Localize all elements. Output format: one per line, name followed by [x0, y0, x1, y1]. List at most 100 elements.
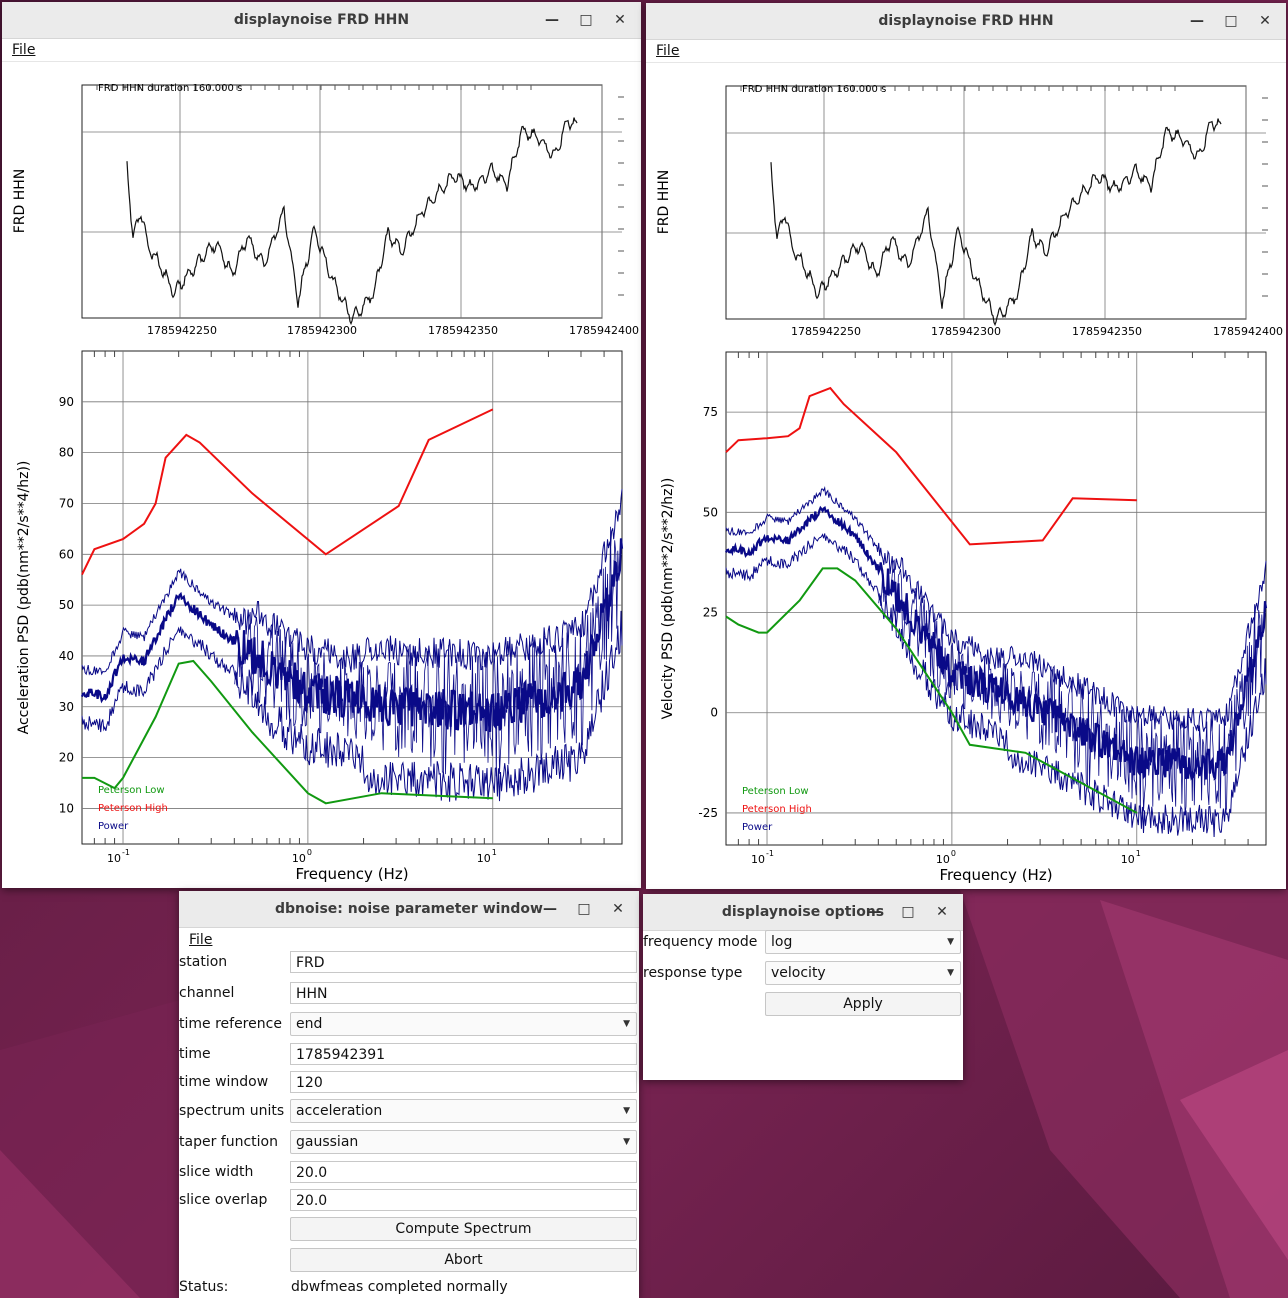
window-titlebar[interactable]: displaynoise options — □ ✕	[643, 894, 963, 931]
legend-entry: Peterson Low	[98, 785, 165, 796]
power-lower-line	[81, 610, 623, 802]
seismic-trace-line	[770, 118, 1222, 327]
slice-overlap-label: slice overlap	[179, 1192, 268, 1208]
psd-xtick-label-exponent: 0	[307, 848, 312, 857]
trace-header: FRD HHN duration 160.000 s	[98, 83, 242, 94]
dropdown-arrow-icon: ▼	[623, 1019, 630, 1029]
psd-xtick-label-base: 10	[936, 853, 950, 866]
station-label: station	[179, 954, 228, 970]
channel-label: channel	[179, 985, 235, 1001]
power-lower-line	[725, 533, 1267, 838]
psd-ylabel: Velocity PSD (pdb(nm**2/s**2/hz))	[660, 478, 676, 720]
window-titlebar[interactable]: displaynoise FRD HHN — □ ✕	[2, 2, 641, 39]
taper-function-select[interactable]: gaussian ▼	[290, 1130, 637, 1154]
window-title: displaynoise FRD HHN	[878, 13, 1054, 29]
minimize-icon[interactable]: —	[545, 12, 559, 28]
window-titlebar[interactable]: displaynoise FRD HHN — □ ✕	[646, 3, 1286, 40]
station-field[interactable]: FRD	[290, 951, 637, 973]
noise-plots-left: 1785942250 1785942300 1785942350 1785942400…	[12, 83, 639, 883]
channel-field[interactable]: HHN	[290, 982, 637, 1004]
displaynoise-options-window: displaynoise options — □ ✕ frequency mod…	[643, 894, 963, 1080]
time-label: time	[179, 1046, 211, 1062]
close-icon[interactable]: ✕	[612, 901, 624, 917]
time-reference-select[interactable]: end ▼	[290, 1012, 637, 1036]
close-icon[interactable]: ✕	[614, 12, 626, 28]
legend-entry: Peterson Low	[742, 786, 809, 797]
compute-spectrum-button[interactable]: Compute Spectrum	[290, 1217, 637, 1241]
window-title: displaynoise FRD HHN	[233, 12, 410, 28]
trace-xtick-label: 1785942350	[1072, 325, 1142, 338]
psd-xtick-label-exponent: -1	[766, 849, 774, 858]
legend-entry: Power	[98, 821, 129, 832]
maximize-icon[interactable]: □	[901, 904, 915, 920]
close-icon[interactable]: ✕	[1259, 13, 1271, 29]
taper-function-value: gaussian	[296, 1134, 359, 1150]
close-icon[interactable]: ✕	[936, 904, 948, 920]
minimize-icon[interactable]: —	[1190, 13, 1204, 29]
spectrum-units-select[interactable]: acceleration ▼	[290, 1099, 637, 1123]
psd-xtick-label-exponent: 1	[1136, 849, 1141, 858]
trace-header: FRD HHN duration 160.000 s	[742, 84, 886, 95]
psd-ytick-label: 30	[59, 700, 74, 714]
menubar: File	[646, 40, 1286, 63]
peterson-high-line	[81, 408, 494, 576]
psd-ylabel: Acceleration PSD (pdb(nm**2/s**4/hz))	[16, 461, 32, 735]
slice-overlap-field[interactable]: 20.0	[290, 1189, 637, 1211]
trace-xtick-label: 1785942400	[1213, 325, 1283, 338]
trace-xtick-label: 1785942250	[791, 325, 861, 338]
menubar: File	[179, 928, 639, 952]
psd-ytick-label: 10	[59, 801, 74, 815]
noise-plots-right: 1785942250 1785942300 1785942350 1785942400…	[656, 84, 1283, 884]
apply-button[interactable]: Apply	[765, 992, 961, 1016]
psd-xtick-label-base: 10	[477, 852, 491, 865]
trace-frame	[725, 85, 1247, 320]
taper-function-label: taper function	[179, 1134, 278, 1150]
plot-area: 1785942250 1785942300 1785942350 1785942400…	[2, 61, 641, 888]
psd-frame	[81, 350, 623, 845]
abort-button[interactable]: Abort	[290, 1248, 637, 1272]
maximize-icon[interactable]: □	[577, 901, 591, 917]
displaynoise-window-acceleration: displaynoise FRD HHN — □ ✕ File 17859422…	[2, 2, 641, 888]
time-window-field[interactable]: 120	[290, 1071, 637, 1093]
psd-ytick-label: 70	[59, 496, 74, 510]
seismic-trace-line	[126, 117, 578, 326]
psd-xtick-label-base: 10	[1121, 853, 1135, 866]
trace-ylabel: FRD HHN	[656, 170, 672, 235]
trace-xtick-label: 1785942300	[287, 324, 357, 337]
psd-ytick-label: 25	[703, 606, 718, 620]
response-type-value: velocity	[771, 965, 826, 981]
dropdown-arrow-icon: ▼	[947, 937, 954, 947]
minimize-icon[interactable]: —	[867, 904, 881, 920]
noise-parameter-window: dbnoise: noise parameter window — □ ✕ Fi…	[179, 891, 639, 1298]
psd-frame	[725, 351, 1267, 846]
menu-file[interactable]: File	[189, 932, 213, 948]
displaynoise-window-velocity: displaynoise FRD HHN — □ ✕ File 17859422…	[646, 3, 1286, 889]
minimize-icon[interactable]: —	[543, 901, 557, 917]
psd-xtick-label-base: 10	[751, 853, 765, 866]
dropdown-arrow-icon: ▼	[623, 1137, 630, 1147]
time-window-label: time window	[179, 1074, 269, 1090]
psd-ytick-label: 90	[59, 395, 74, 409]
peterson-low-line	[725, 567, 1138, 814]
trace-xtick-label: 1785942300	[931, 325, 1001, 338]
time-field[interactable]: 1785942391	[290, 1043, 637, 1065]
window-title: dbnoise: noise parameter window	[275, 901, 543, 917]
maximize-icon[interactable]: □	[1224, 13, 1238, 29]
trace-frame	[81, 84, 603, 319]
psd-xtick-label-exponent: -1	[122, 848, 130, 857]
status-value: dbwfmeas completed normally	[291, 1279, 508, 1295]
power-median-line	[80, 538, 624, 732]
menu-file[interactable]: File	[12, 42, 36, 58]
response-type-select[interactable]: velocity ▼	[765, 961, 961, 985]
psd-ytick-label: 80	[59, 446, 74, 460]
window-titlebar[interactable]: dbnoise: noise parameter window — □ ✕	[179, 891, 639, 928]
psd-ytick-label: 75	[703, 405, 718, 419]
frequency-mode-select[interactable]: log ▼	[765, 930, 961, 954]
legend-entry: Power	[742, 822, 773, 833]
slice-width-label: slice width	[179, 1164, 254, 1180]
slice-width-field[interactable]: 20.0	[290, 1161, 637, 1183]
maximize-icon[interactable]: □	[579, 12, 593, 28]
menu-file[interactable]: File	[656, 43, 680, 59]
time-reference-label: time reference	[179, 1016, 282, 1032]
